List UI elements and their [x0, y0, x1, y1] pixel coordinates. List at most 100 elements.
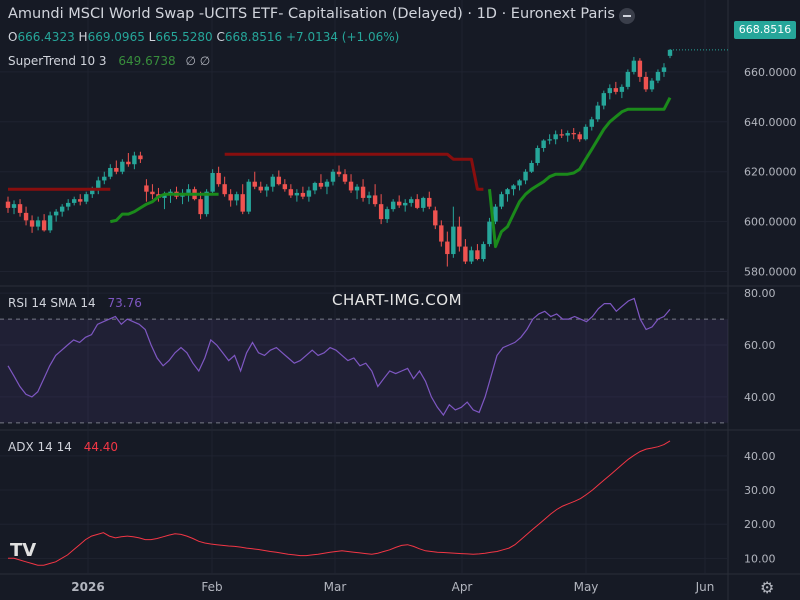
candle-body — [667, 49, 673, 56]
candle-body — [96, 180, 101, 191]
price-axis: 580.0000 600.0000 620.0000 640.0000 660.0000 — [744, 66, 797, 279]
high-key: H — [78, 30, 88, 44]
chart-title: Amundi MSCI World Swap -UCITS ETF- Capit… — [8, 6, 615, 22]
candle-body — [348, 181, 354, 191]
candle-body — [366, 195, 372, 198]
candlestick-series — [5, 49, 673, 267]
y-tick-label: 660.0000 — [744, 66, 797, 79]
time-axis: 2026 Feb Mar Apr May Jun — [71, 580, 714, 594]
candle-body — [487, 221, 492, 245]
rsi-band-fill — [0, 319, 728, 423]
candle-body — [288, 189, 294, 196]
candle-body — [138, 155, 143, 160]
candle-body — [17, 204, 23, 213]
x-tick-label: 2026 — [71, 580, 104, 594]
candle-body — [35, 220, 41, 227]
x-tick-label: Apr — [452, 580, 473, 594]
high-value: 669.0965 — [87, 30, 145, 44]
candle-body — [270, 176, 275, 187]
last-price-tag: 668.8516 — [734, 21, 796, 39]
candle-body — [547, 139, 552, 141]
candle-body — [120, 161, 125, 172]
y-tick-label: 620.0000 — [744, 166, 797, 179]
candle-body — [276, 176, 282, 185]
x-tick-label: May — [574, 580, 599, 594]
candle-body — [150, 191, 155, 195]
low-key: L — [148, 30, 156, 44]
candle-body — [463, 246, 468, 262]
supertrend-empty-icons: ∅ ∅ — [185, 54, 211, 68]
candle-body — [234, 194, 239, 201]
candle-body — [108, 167, 113, 177]
candle-body — [222, 184, 227, 195]
candle-body — [439, 225, 444, 242]
candle-body — [5, 201, 11, 208]
candle-body — [59, 206, 65, 212]
candle-body — [517, 180, 522, 186]
candle-body — [421, 197, 426, 208]
rsi-line — [7, 297, 671, 417]
candle-body — [427, 197, 432, 207]
adx-value: 44.40 — [83, 440, 119, 454]
watermark: CHART-IMG.COM — [332, 291, 463, 309]
y-tick-label: 640.0000 — [744, 116, 797, 129]
candle-body — [541, 140, 546, 149]
candle-body — [655, 71, 661, 81]
candle-body — [613, 88, 619, 92]
candle-body — [342, 174, 348, 182]
candle-body — [306, 190, 312, 197]
y-tick-label: 40.00 — [744, 391, 776, 404]
candle-body — [601, 93, 606, 106]
candle-body — [114, 167, 119, 172]
rsi-series — [0, 297, 728, 424]
candle-body — [90, 190, 95, 195]
supertrend-line-up — [488, 97, 672, 249]
candle-body — [23, 212, 29, 221]
candle-body — [469, 250, 474, 262]
candle-body — [84, 194, 89, 202]
candle-body — [360, 186, 366, 198]
candle-body — [589, 119, 594, 127]
low-value: 665.5280 — [155, 30, 213, 44]
candle-body — [511, 185, 516, 190]
y-tick-label: 580.0000 — [744, 266, 797, 279]
candle-body — [53, 211, 59, 216]
y-tick-label: 10.00 — [744, 552, 776, 565]
adx-series — [8, 440, 671, 566]
candle-body — [72, 199, 77, 203]
candle-body — [372, 195, 378, 205]
adx-legend[interactable]: ADX 14 14 44.40 — [8, 440, 118, 454]
supertrend-legend[interactable]: SuperTrend 10 3 649.6738 ∅ ∅ — [8, 54, 210, 68]
adx-axis: 10.00 20.00 30.00 40.00 — [744, 450, 776, 565]
y-tick-label: 20.00 — [744, 518, 776, 531]
tradingview-logo-icon[interactable]: 𝗧𝗩 — [10, 540, 37, 561]
candle-body — [41, 220, 47, 231]
collapse-icon[interactable] — [619, 8, 635, 24]
rsi-legend[interactable]: RSI 14 SMA 14 73.76 — [8, 296, 142, 310]
candle-body — [523, 171, 528, 181]
candle-body — [451, 226, 456, 255]
candle-body — [354, 186, 360, 191]
rsi-name: RSI — [8, 296, 28, 310]
change-value: +7.0134 (+1.06%) — [285, 30, 400, 44]
close-value: 668.8516 — [224, 30, 283, 44]
x-tick-label: Jun — [695, 580, 715, 594]
y-tick-label: 40.00 — [744, 450, 776, 463]
candle-body — [11, 204, 17, 208]
candle-body — [330, 171, 336, 182]
y-tick-label: 80.00 — [744, 287, 776, 300]
candle-body — [505, 189, 510, 195]
candle-body — [336, 171, 342, 175]
candle-body — [649, 80, 655, 90]
candle-body — [294, 192, 300, 196]
candle-body — [210, 172, 215, 192]
candle-body — [529, 162, 534, 172]
gear-icon[interactable]: ⚙ — [760, 578, 775, 597]
candle-body — [144, 185, 149, 192]
candle-body — [559, 134, 564, 136]
y-tick-label: 600.0000 — [744, 216, 797, 229]
candle-body — [571, 133, 576, 135]
candle-body — [318, 182, 324, 187]
